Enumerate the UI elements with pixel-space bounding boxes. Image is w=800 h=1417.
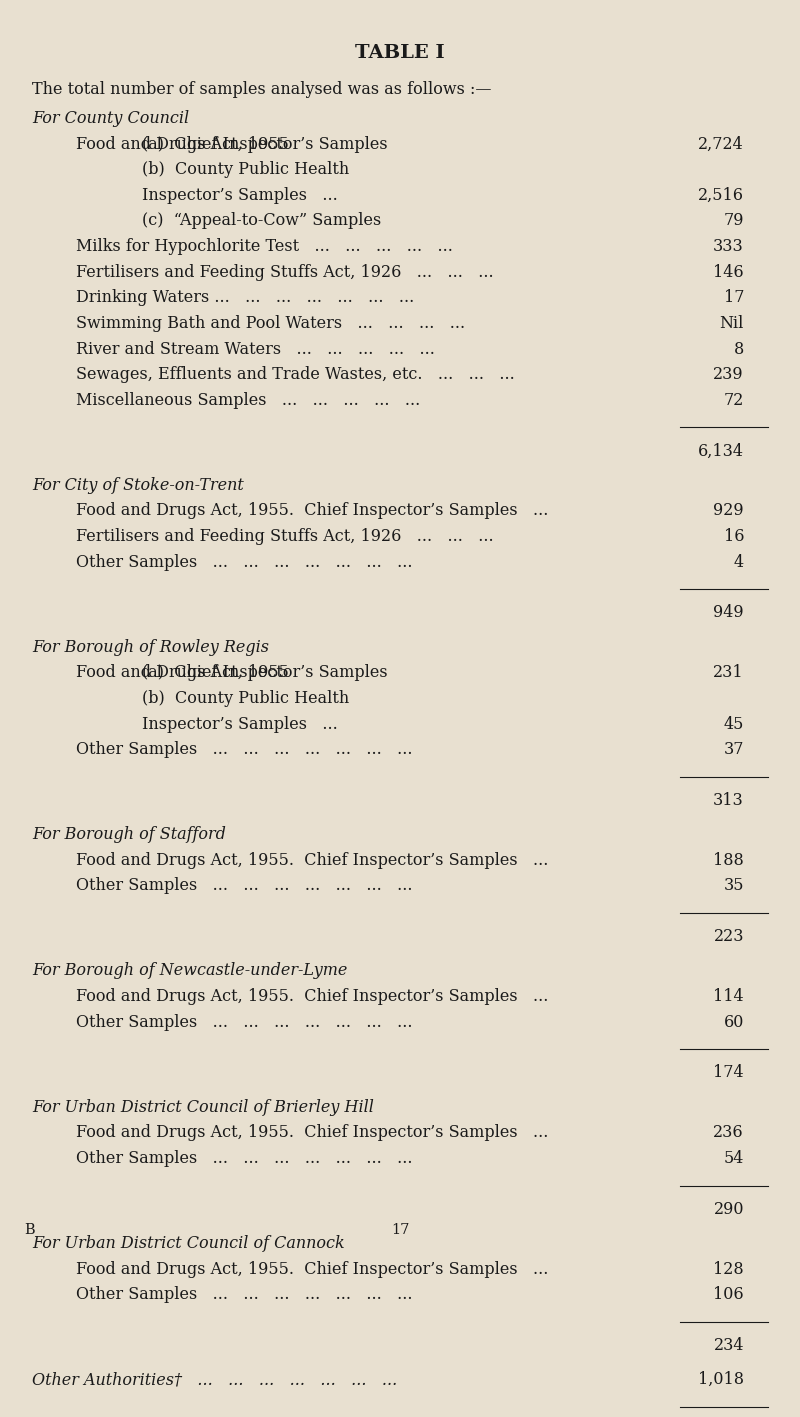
- Text: Other Samples   ...   ...   ...   ...   ...   ...   ...: Other Samples ... ... ... ... ... ... ..…: [76, 1151, 413, 1168]
- Text: (b)  County Public Health: (b) County Public Health: [142, 162, 350, 179]
- Text: 128: 128: [714, 1261, 744, 1278]
- Text: Food and Drugs Act, 1955: Food and Drugs Act, 1955: [76, 136, 289, 153]
- Text: 174: 174: [714, 1064, 744, 1081]
- Text: Other Samples   ...   ...   ...   ...   ...   ...   ...: Other Samples ... ... ... ... ... ... ..…: [76, 741, 413, 758]
- Text: Other Samples   ...   ...   ...   ...   ...   ...   ...: Other Samples ... ... ... ... ... ... ..…: [76, 877, 413, 894]
- Text: Food and Drugs Act, 1955.  Chief Inspector’s Samples   ...: Food and Drugs Act, 1955. Chief Inspecto…: [76, 852, 548, 869]
- Text: 949: 949: [714, 605, 744, 622]
- Text: 16: 16: [723, 529, 744, 546]
- Text: 60: 60: [724, 1013, 744, 1030]
- Text: Milks for Hypochlorite Test   ...   ...   ...   ...   ...: Milks for Hypochlorite Test ... ... ... …: [76, 238, 453, 255]
- Text: 54: 54: [724, 1151, 744, 1168]
- Text: For Urban District Council of Brierley Hill: For Urban District Council of Brierley H…: [32, 1098, 374, 1115]
- Text: 17: 17: [723, 289, 744, 306]
- Text: (c)  “Appeal-to-Cow” Samples: (c) “Appeal-to-Cow” Samples: [142, 213, 382, 230]
- Text: (b)  County Public Health: (b) County Public Health: [142, 690, 350, 707]
- Text: 4: 4: [734, 554, 744, 571]
- Text: Swimming Bath and Pool Waters   ...   ...   ...   ...: Swimming Bath and Pool Waters ... ... ..…: [76, 315, 465, 332]
- Text: Other Samples   ...   ...   ...   ...   ...   ...   ...: Other Samples ... ... ... ... ... ... ..…: [76, 554, 413, 571]
- Text: Food and Drugs Act, 1955.  Chief Inspector’s Samples   ...: Food and Drugs Act, 1955. Chief Inspecto…: [76, 988, 548, 1005]
- Text: B: B: [24, 1223, 34, 1237]
- Text: Food and Drugs Act, 1955: Food and Drugs Act, 1955: [76, 665, 289, 682]
- Text: 37: 37: [723, 741, 744, 758]
- Text: 234: 234: [714, 1336, 744, 1353]
- Text: 146: 146: [714, 264, 744, 281]
- Text: 333: 333: [714, 238, 744, 255]
- Text: Drinking Waters ...   ...   ...   ...   ...   ...   ...: Drinking Waters ... ... ... ... ... ... …: [76, 289, 414, 306]
- Text: 236: 236: [714, 1124, 744, 1141]
- Text: The total number of samples analysed was as follows :—: The total number of samples analysed was…: [32, 81, 491, 98]
- Text: Miscellaneous Samples   ...   ...   ...   ...   ...: Miscellaneous Samples ... ... ... ... ..…: [76, 393, 420, 410]
- Text: 2,516: 2,516: [698, 187, 744, 204]
- Text: Other Samples   ...   ...   ...   ...   ...   ...   ...: Other Samples ... ... ... ... ... ... ..…: [76, 1013, 413, 1030]
- Text: TABLE I: TABLE I: [355, 44, 445, 62]
- Text: Food and Drugs Act, 1955.  Chief Inspector’s Samples   ...: Food and Drugs Act, 1955. Chief Inspecto…: [76, 503, 548, 520]
- Text: 114: 114: [714, 988, 744, 1005]
- Text: 8: 8: [734, 340, 744, 357]
- Text: Nil: Nil: [720, 315, 744, 332]
- Text: 79: 79: [723, 213, 744, 230]
- Text: Inspector’s Samples   ...: Inspector’s Samples ...: [142, 187, 338, 204]
- Text: 106: 106: [714, 1287, 744, 1304]
- Text: For Borough of Stafford: For Borough of Stafford: [32, 826, 226, 843]
- Text: For Urban District Council of Cannock: For Urban District Council of Cannock: [32, 1236, 345, 1253]
- Text: Sewages, Effluents and Trade Wastes, etc.   ...   ...   ...: Sewages, Effluents and Trade Wastes, etc…: [76, 366, 514, 383]
- Text: 290: 290: [714, 1200, 744, 1217]
- Text: 6,134: 6,134: [698, 442, 744, 459]
- Text: For County Council: For County Council: [32, 111, 189, 128]
- Text: 223: 223: [714, 928, 744, 945]
- Text: Other Authorities†   ...   ...   ...   ...   ...   ...   ...: Other Authorities† ... ... ... ... ... .…: [32, 1372, 398, 1389]
- Text: 313: 313: [714, 792, 744, 809]
- Text: 239: 239: [714, 366, 744, 383]
- Text: River and Stream Waters   ...   ...   ...   ...   ...: River and Stream Waters ... ... ... ... …: [76, 340, 435, 357]
- Text: 231: 231: [714, 665, 744, 682]
- Text: For Borough of Rowley Regis: For Borough of Rowley Regis: [32, 639, 269, 656]
- Text: Other Samples   ...   ...   ...   ...   ...   ...   ...: Other Samples ... ... ... ... ... ... ..…: [76, 1287, 413, 1304]
- Text: Fertilisers and Feeding Stuffs Act, 1926   ...   ...   ...: Fertilisers and Feeding Stuffs Act, 1926…: [76, 529, 494, 546]
- Text: 17: 17: [391, 1223, 409, 1237]
- Text: 72: 72: [724, 393, 744, 410]
- Text: 188: 188: [714, 852, 744, 869]
- Text: (a)  Chief Inspector’s Samples: (a) Chief Inspector’s Samples: [142, 136, 388, 153]
- Text: 35: 35: [723, 877, 744, 894]
- Text: Inspector’s Samples   ...: Inspector’s Samples ...: [142, 716, 338, 733]
- Text: 45: 45: [724, 716, 744, 733]
- Text: 2,724: 2,724: [698, 136, 744, 153]
- Text: 1,018: 1,018: [698, 1372, 744, 1389]
- Text: For City of Stoke-on-Trent: For City of Stoke-on-Trent: [32, 478, 244, 495]
- Text: Food and Drugs Act, 1955.  Chief Inspector’s Samples   ...: Food and Drugs Act, 1955. Chief Inspecto…: [76, 1261, 548, 1278]
- Text: 929: 929: [714, 503, 744, 520]
- Text: (a)  Chief Inspector’s Samples: (a) Chief Inspector’s Samples: [142, 665, 388, 682]
- Text: Fertilisers and Feeding Stuffs Act, 1926   ...   ...   ...: Fertilisers and Feeding Stuffs Act, 1926…: [76, 264, 494, 281]
- Text: For Borough of Newcastle-under-Lyme: For Borough of Newcastle-under-Lyme: [32, 962, 347, 979]
- Text: Food and Drugs Act, 1955.  Chief Inspector’s Samples   ...: Food and Drugs Act, 1955. Chief Inspecto…: [76, 1124, 548, 1141]
